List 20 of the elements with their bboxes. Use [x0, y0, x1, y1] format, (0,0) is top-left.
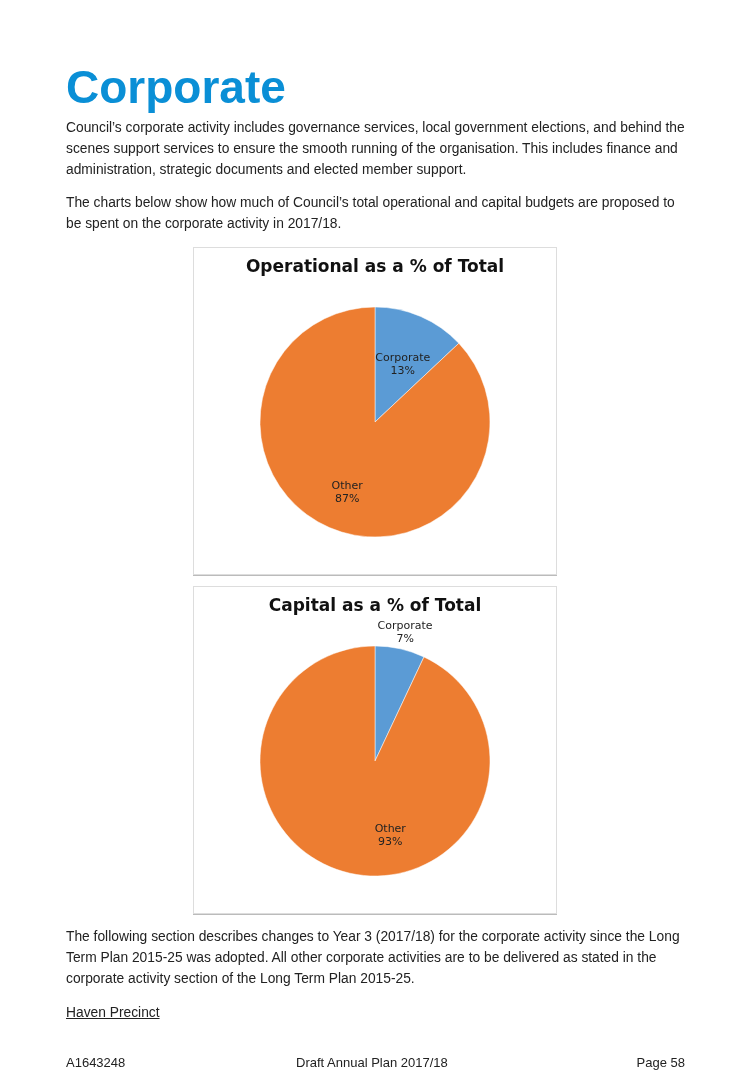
pie-slice [259, 306, 491, 538]
chart-title: Operational as a % of Total [245, 256, 505, 276]
data-label: 87% [334, 492, 360, 506]
text: Page 58 [636, 1055, 685, 1070]
slice-label: Corporate [375, 350, 431, 364]
text: Corporate [66, 61, 286, 113]
text: The following section describes changes to Year 3 (2017/18) for the corporate activity since the Long Term Plan 2015-25 was adopted. All other corporate activities are to be delivered as stated in the corporate activity section of the Long Term Plan 2015-25. [66, 928, 681, 988]
text: A1643248 [66, 1055, 126, 1070]
pie-slice [259, 645, 491, 877]
slice-label: Other [374, 822, 407, 836]
text: The charts below show how much of Council’s total operational and capital budgets are proposed to be spent on the corporate activity in 2017/18. [66, 194, 676, 233]
text: Council’s corporate activity includes governance services, local government elections, and behind the scenes support services to ensure the smooth running of the organisation. This includes finance and administration, strategic documents and elected member support. [66, 119, 686, 179]
text: Draft Annual Plan 2017/18 [296, 1055, 448, 1070]
text: Haven Precinct [66, 1004, 161, 1022]
chart-title: Capital as a % of Total [268, 595, 482, 615]
data-label: 93% [378, 835, 403, 849]
slice-label: Other [331, 479, 364, 493]
slice-label: Corporate [377, 619, 433, 633]
data-label: 13% [390, 363, 416, 377]
data-label: 7% [396, 632, 414, 646]
